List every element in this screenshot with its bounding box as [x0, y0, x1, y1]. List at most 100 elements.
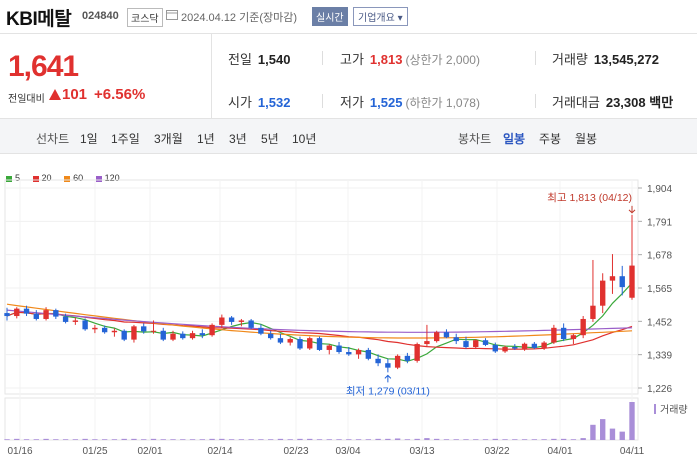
candle-body: [502, 346, 508, 352]
candle-body: [131, 326, 137, 340]
tab-weekly[interactable]: 주봉: [539, 132, 562, 146]
candle-body: [238, 320, 245, 322]
volume-bar: [404, 439, 411, 440]
candle-body: [551, 327, 557, 343]
stat-open: 시가 1,532: [228, 95, 291, 110]
chart-toolbar: 선차트 1일 1주일 3개월 1년 3년 5년 10년 봉차트 일봉 주봉 월봉: [0, 118, 697, 154]
candle-body: [33, 313, 39, 319]
candle-body: [336, 345, 342, 353]
candle-body: [82, 320, 88, 330]
candle-body: [326, 345, 332, 350]
volume-bar: [355, 439, 362, 440]
realtime-button[interactable]: 실시간: [312, 7, 348, 26]
volume-label: 거래량: [660, 404, 688, 416]
volume-bar: [346, 439, 352, 440]
stock-name: KBI메탈: [6, 9, 72, 30]
candle-body: [141, 326, 147, 332]
legend-ma60: 60: [64, 173, 83, 183]
volume-bar: [160, 439, 166, 440]
candle-body: [150, 330, 157, 332]
high-arrow-icon: [628, 205, 636, 214]
candle-body: [365, 349, 372, 359]
current-price: 1,641: [8, 50, 79, 83]
company-overview-button[interactable]: 기업개요 ▾: [353, 7, 408, 26]
candle-body: [541, 342, 547, 348]
volume-bar: [541, 439, 547, 440]
candle-body: [375, 358, 381, 364]
candle-body: [180, 333, 186, 339]
candle-body: [228, 317, 235, 322]
stat-prev-close: 전일 1,540: [228, 52, 291, 67]
stat-volume: 거래량 13,545,272: [552, 52, 659, 67]
volume-bar: [570, 439, 577, 440]
price-change: 101: [62, 86, 88, 103]
current-price-panel: 1,641 전일대비 101 +6.56%: [0, 34, 212, 118]
up-triangle-icon: [49, 89, 61, 100]
tab-1w[interactable]: 1주일: [111, 132, 140, 146]
candle-body: [453, 337, 459, 342]
volume-bar: [414, 438, 420, 440]
candle-body: [346, 352, 352, 355]
tab-10y[interactable]: 10년: [292, 132, 317, 146]
x-tick-label: 01/16: [7, 446, 32, 457]
x-tick-label: 03/22: [484, 446, 509, 457]
candle-body: [209, 324, 215, 336]
price-chart[interactable]: 1,904 1,791 1,678 1,565 1,452 1,339 1,226 01/16…: [0, 155, 697, 462]
candle-body: [394, 355, 401, 368]
ma20-line: [6, 311, 633, 350]
x-tick-label: 03/13: [409, 446, 434, 457]
volume-bar: [365, 439, 372, 440]
volume-bar: [375, 438, 381, 440]
tab-1d[interactable]: 1일: [80, 132, 98, 146]
volume-bar: [580, 438, 586, 440]
volume-bar: [307, 438, 313, 440]
low-arrow-icon: [384, 374, 392, 383]
candle-body: [434, 332, 440, 342]
price-stats: 전일 1,540 고가 1,813 (상한가 2,000) 거래량 13,545,272…: [212, 34, 697, 118]
tab-5y[interactable]: 5년: [261, 132, 279, 146]
candle-body: [219, 317, 225, 325]
candle-body: [600, 280, 606, 306]
candle-body: [121, 330, 127, 340]
ma60-line: [6, 303, 633, 339]
volume-bar: [629, 402, 635, 440]
candle-body: [512, 346, 518, 349]
candle-body: [424, 341, 430, 345]
tab-3m[interactable]: 3개월: [154, 132, 183, 146]
candle-body: [404, 355, 411, 361]
candle-body: [267, 333, 274, 339]
volume-bar: [453, 439, 459, 440]
tab-3y[interactable]: 3년: [229, 132, 247, 146]
volume-bar: [82, 438, 88, 440]
y-tick-label: 1,452: [647, 317, 672, 328]
volume-bar: [258, 439, 264, 440]
candle-body: [619, 276, 625, 288]
volume-bar: [209, 438, 215, 440]
candle-body: [580, 318, 586, 336]
legend-ma120: 120: [95, 173, 120, 183]
tab-1y[interactable]: 1년: [197, 132, 215, 146]
volume-bar: [609, 428, 616, 440]
price-plot-frame: [4, 179, 639, 395]
tab-daily[interactable]: 일봉: [503, 132, 526, 146]
volume-bar: [443, 439, 450, 440]
volume-bar: [4, 439, 10, 440]
candle-body: [43, 310, 49, 319]
legend-ma20: 20: [32, 173, 52, 183]
candle-body: [463, 341, 469, 347]
volume-bar: [33, 439, 39, 440]
candle-body: [297, 339, 303, 349]
volume-bar: [238, 439, 245, 440]
y-tick-label: 1,904: [647, 184, 672, 195]
volume-bar: [180, 439, 186, 440]
volume-bar: [150, 438, 157, 440]
tab-monthly[interactable]: 월봉: [575, 132, 598, 146]
volume-bar: [394, 438, 401, 440]
candle-body: [590, 305, 596, 319]
x-tick-label: 01/25: [82, 446, 107, 457]
volume-bar: [14, 438, 20, 440]
volume-bar: [228, 439, 235, 440]
volume-bar: [600, 419, 606, 440]
y-tick-label: 1,226: [647, 384, 672, 395]
volume-bar: [385, 438, 391, 440]
